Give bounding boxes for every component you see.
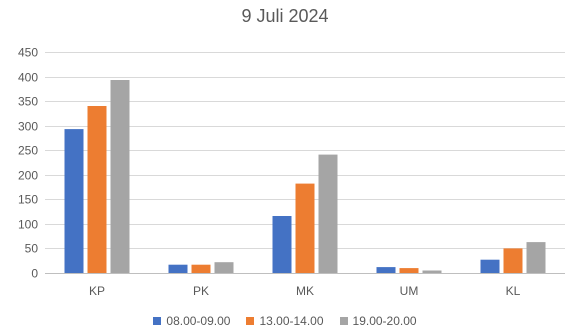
legend-swatch xyxy=(153,317,162,325)
x-axis-ticks: KP PK MK UM KL xyxy=(89,284,521,298)
legend-label: 19.00-20.00 xyxy=(352,314,417,328)
x-tick-label: UM xyxy=(400,284,419,298)
bar-mk-series-1 xyxy=(272,216,292,273)
y-axis-ticks: 0 50 100 150 200 250 300 350 400 450 xyxy=(18,46,38,281)
bar-mk-series-2 xyxy=(295,183,315,273)
y-tick-label: 300 xyxy=(18,120,38,134)
legend-swatch xyxy=(246,317,255,325)
bar-um-series-2 xyxy=(399,268,419,273)
bar-kp-series-2 xyxy=(87,106,107,273)
bar-pk-series-2 xyxy=(191,264,211,273)
bars xyxy=(64,80,546,273)
x-tick-label: KL xyxy=(506,284,521,298)
y-tick-label: 200 xyxy=(18,169,38,183)
y-tick-label: 50 xyxy=(25,242,39,256)
bar-kl-series-1 xyxy=(480,259,500,273)
bar-kp-series-1 xyxy=(64,129,84,273)
bar-um-series-3 xyxy=(422,270,442,273)
legend-label: 08.00-09.00 xyxy=(166,314,231,328)
bar-mk-series-3 xyxy=(318,154,338,273)
legend-swatch xyxy=(339,317,348,325)
x-tick-label: KP xyxy=(89,284,105,298)
bar-kl-series-3 xyxy=(526,242,546,273)
x-tick-label: PK xyxy=(193,284,209,298)
y-tick-label: 150 xyxy=(18,193,38,207)
y-tick-label: 400 xyxy=(18,71,38,85)
legend-label: 13.00-14.00 xyxy=(259,314,324,328)
legend-item: 13.00-14.00 xyxy=(246,314,324,328)
y-tick-label: 350 xyxy=(18,95,38,109)
legend-item: 19.00-20.00 xyxy=(339,314,417,328)
y-tick-label: 250 xyxy=(18,144,38,158)
bar-kl-series-2 xyxy=(503,248,523,273)
y-tick-label: 450 xyxy=(18,46,38,60)
bar-pk-series-1 xyxy=(168,264,188,273)
bar-kp-series-3 xyxy=(110,80,130,273)
y-tick-label: 0 xyxy=(31,267,38,281)
x-tick-label: MK xyxy=(296,284,314,298)
legend-item: 08.00-09.00 xyxy=(153,314,230,328)
legend: 08.00-09.00 13.00-14.00 19.00-20.00 xyxy=(0,314,570,328)
y-tick-label: 100 xyxy=(18,218,38,232)
bar-um-series-1 xyxy=(376,267,396,273)
chart-title: 9 Juli 2024 xyxy=(241,6,329,26)
bar-pk-series-3 xyxy=(214,262,234,273)
